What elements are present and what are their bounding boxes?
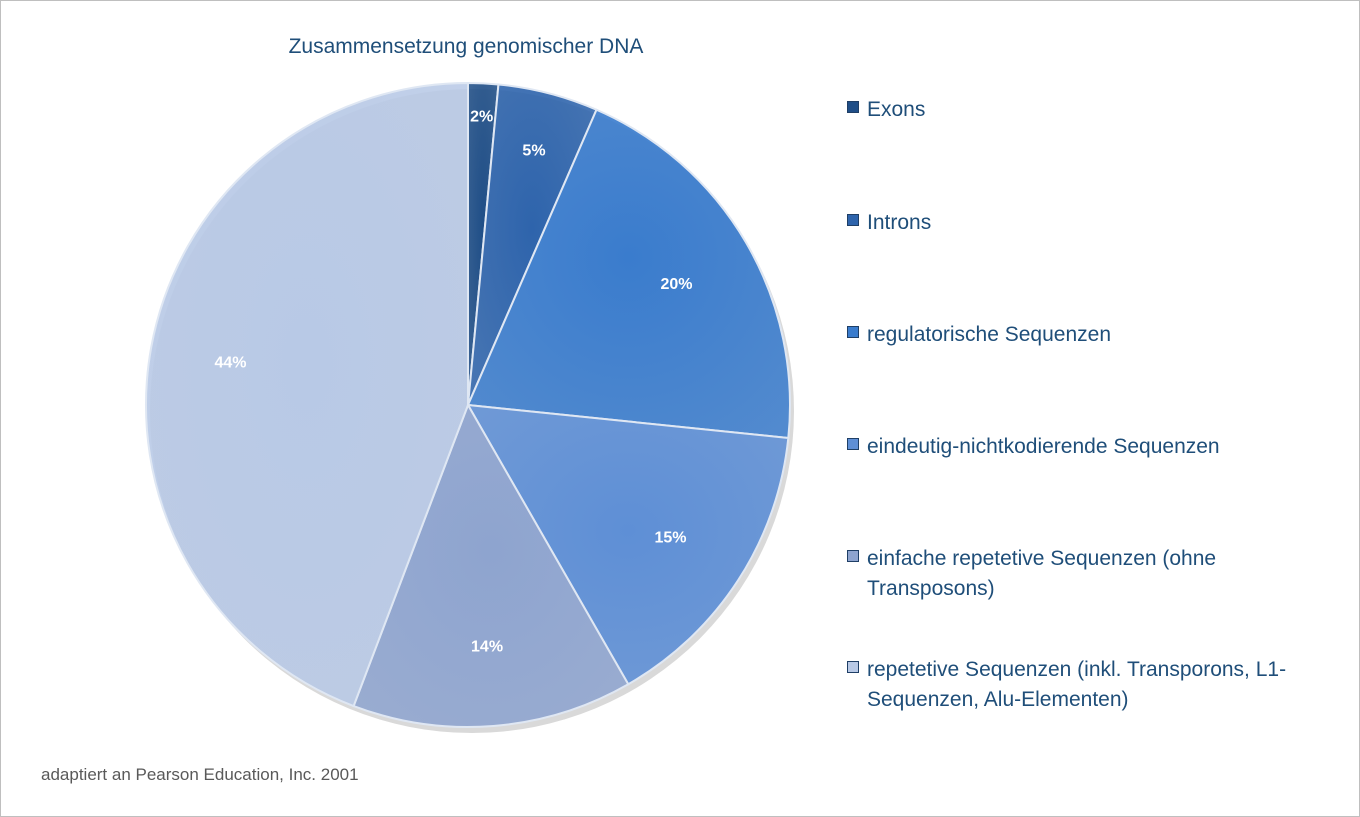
chart-title: Zusammensetzung genomischer DNA xyxy=(288,35,644,58)
legend-item-regulatorische-sequenzen: regulatorische Sequenzen xyxy=(847,320,1337,350)
slice-data-label: 20% xyxy=(660,276,692,293)
legend-label: repetetive Sequenzen (inkl. Transporons,… xyxy=(867,658,1287,711)
slice-data-label: 44% xyxy=(214,354,246,371)
slice-data-label: 14% xyxy=(471,639,503,656)
legend-swatch xyxy=(847,550,859,562)
pie-slice-5 xyxy=(352,402,630,728)
legend-label: einfache repetetive Sequenzen (ohne Tran… xyxy=(867,547,1217,600)
slice-data-label: 2% xyxy=(470,109,493,126)
legend-item-exons: Exons xyxy=(847,95,1337,125)
slice-data-label: 5% xyxy=(522,142,545,159)
legend-label: eindeutig-nichtkodierende Sequenzen xyxy=(867,435,1220,458)
pie-slice-6 xyxy=(145,81,469,708)
legend-item-introns: Introns xyxy=(847,208,1337,238)
legend-swatch xyxy=(847,661,859,673)
legend-swatch xyxy=(847,101,859,113)
legend-label: Exons xyxy=(867,98,926,121)
legend-swatch xyxy=(847,326,859,338)
slice-data-label: 15% xyxy=(654,530,686,547)
legend-label: regulatorische Sequenzen xyxy=(867,323,1112,346)
legend-item-repetetive-sequenzen: repetetive Sequenzen (inkl. Transporons,… xyxy=(847,655,1337,715)
legend-swatch xyxy=(847,438,859,450)
legend-swatch xyxy=(847,214,859,226)
legend-item-eindeutig-nichtkodierende: eindeutig-nichtkodierende Sequenzen xyxy=(847,432,1337,462)
source-note: adaptiert an Pearson Education, Inc. 200… xyxy=(41,765,359,784)
legend-label: Introns xyxy=(867,211,932,234)
legend-item-einfache-repetetive: einfache repetetive Sequenzen (ohne Tran… xyxy=(847,544,1337,604)
pie-slice-4 xyxy=(466,403,790,686)
pie-slice-3 xyxy=(466,108,791,440)
